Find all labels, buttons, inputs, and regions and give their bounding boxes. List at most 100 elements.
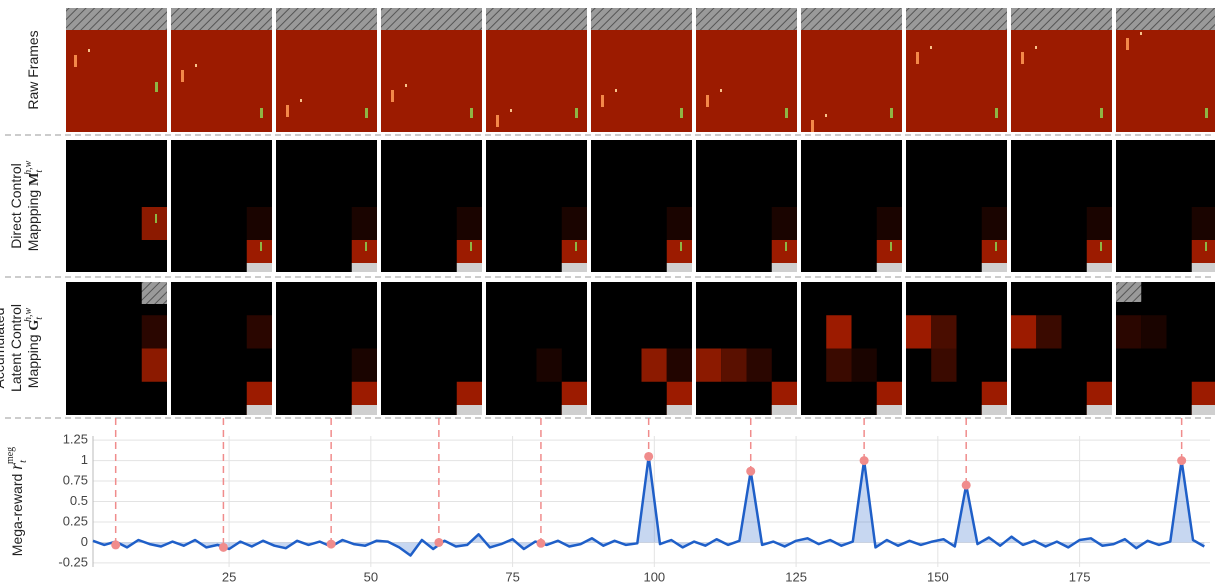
cell [772,263,797,272]
sprite [391,90,394,102]
x-tick-label: 100 [643,569,665,583]
math-sub: t [18,460,29,463]
sprite [825,114,827,117]
marker [746,467,755,476]
cell [457,263,482,272]
hud-bar [142,282,167,304]
cell [772,240,797,263]
sprite [601,95,604,107]
cell [1011,315,1036,348]
cell [852,349,877,382]
y-tick-label: 0.25 [63,513,88,528]
cell [667,240,692,263]
y-tick-label: 0 [81,534,88,549]
cell [982,240,1007,263]
cell [1116,315,1141,348]
cell [247,207,272,240]
sprite [260,108,263,118]
cell [352,349,377,382]
cell [247,240,272,263]
cell [747,349,772,382]
row-label-line: Mappping Mth,w [23,160,45,251]
cell [562,240,587,263]
chart: Mega-reward rtmeg1.2510.750.50.250-0.252… [5,418,1210,583]
row-label: AccumulatedLatent ControlMapping Gth,w [0,304,45,392]
row-label-text: Accumulated [0,308,7,389]
y-tick-label: 1 [81,452,88,467]
cell [1192,263,1215,272]
row-label-line: Mapping Gth,w [23,307,45,388]
cell [457,240,482,263]
cell [1087,405,1112,415]
raw-frame [1011,30,1112,132]
page: Raw Frames Direct ControlMappping Mth,w Ac… [0,0,1215,583]
cell [537,349,562,382]
row-label-line: Raw Frames [25,30,41,109]
row-label-line: Accumulated [0,308,7,389]
hud-bar [381,8,482,30]
y-tick-label: 1.25 [63,432,88,447]
cell [877,263,902,272]
x-tick-label: 25 [222,569,236,583]
cell [772,405,797,415]
cell [826,315,851,348]
raw-frame [1116,30,1215,132]
y-axis-label-text: Mega-reward rtmeg [5,447,29,556]
cell [247,315,272,348]
sprite [890,242,892,251]
figure: Raw Frames Direct ControlMappping Mth,w Ac… [0,0,1215,583]
sprite [575,242,577,251]
cell [772,207,797,240]
x-tick-label: 175 [1069,569,1091,583]
row-label: Raw Frames [25,30,41,109]
raw-frame [381,30,482,132]
raw-frame [801,30,902,132]
sprite [1035,46,1037,49]
row-label-line: Direct Control [8,163,24,249]
sprite [811,120,814,132]
row-label-text: Mappping [25,190,41,252]
sprite [1205,108,1208,118]
raw-frame [171,30,272,132]
sprite [300,99,302,102]
math-sup: meg [5,447,16,464]
x-tick-label: 150 [927,569,949,583]
hud-bar [591,8,692,30]
sprite [470,242,472,251]
cell [667,405,692,415]
cell [247,405,272,415]
cell [352,240,377,263]
cell [667,349,692,382]
cell [1087,240,1112,263]
cell [1192,207,1215,240]
sprite [720,89,722,92]
cell [142,315,167,348]
raw-frame [66,30,167,132]
cell [667,263,692,272]
x-tick-label: 125 [785,569,807,583]
cell [562,207,587,240]
sprite [1126,38,1129,50]
cell [562,263,587,272]
sprite [155,214,157,223]
cell [877,207,902,240]
cell [826,349,851,382]
sprite [575,108,578,118]
cell [696,349,721,382]
cell [667,207,692,240]
control-map [66,140,167,272]
cell [352,207,377,240]
sprite [195,64,197,67]
sprite [785,242,787,251]
sprite [615,89,617,92]
hud-bar [696,8,797,30]
cell [1087,207,1112,240]
hud-bar [1116,282,1141,302]
hud-bar [1011,8,1112,30]
cell [931,349,956,382]
cell [642,349,667,382]
sprite [74,55,77,67]
row-label-text: Direct Control [8,163,24,249]
sprite [365,108,368,118]
